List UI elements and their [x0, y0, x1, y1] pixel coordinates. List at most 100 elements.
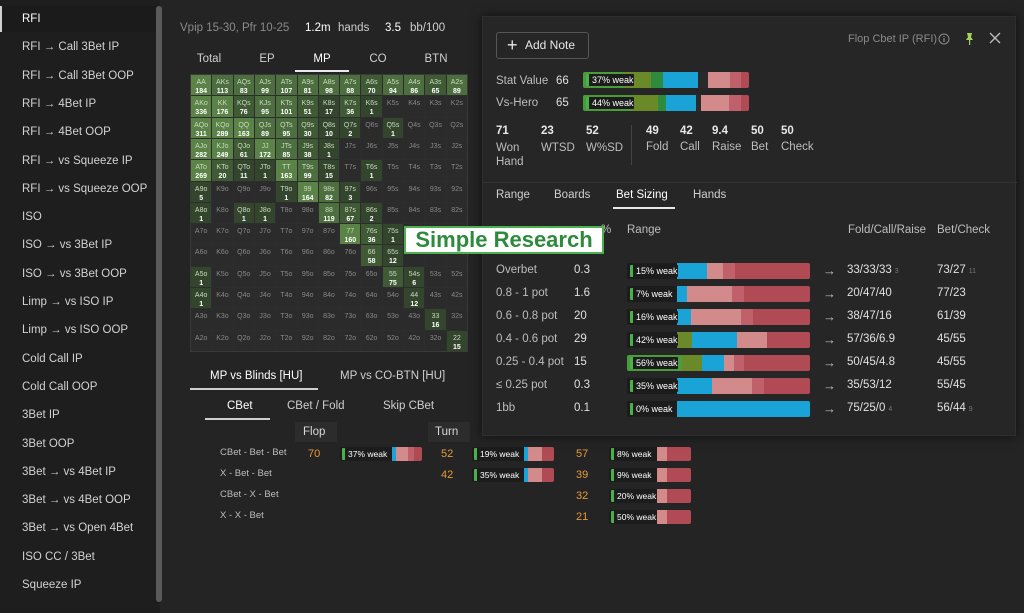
hand-cell[interactable]: J8s 1 [318, 138, 340, 160]
hand-cell[interactable]: T7o [276, 224, 297, 245]
hand-cell[interactable]: 54s 6 [404, 266, 425, 288]
hand-cell[interactable]: 33 16 [425, 309, 446, 330]
hand-cell[interactable]: 54o [382, 288, 404, 309]
tab-btn[interactable]: BTN [424, 53, 448, 65]
hand-cell[interactable]: Q9s 30 [297, 117, 318, 138]
hand-cell[interactable]: Q7s 2 [340, 117, 361, 138]
hand-cell[interactable]: 85o [318, 266, 340, 288]
hand-cell[interactable]: Q9o [233, 181, 254, 202]
hand-cell[interactable]: 97o [297, 224, 318, 245]
hand-cell[interactable]: J2o [254, 330, 276, 351]
hand-cell[interactable]: 95o [297, 266, 318, 288]
hand-cell[interactable]: 94s [404, 181, 425, 202]
hand-cell[interactable]: J4o [254, 288, 276, 309]
hand-cell[interactable]: 82s [446, 202, 467, 224]
hand-cell[interactable]: A7o [191, 224, 212, 245]
sidebar-item[interactable]: RFI → vs Squeeze OOP [22, 182, 148, 195]
info-icon[interactable] [938, 33, 950, 45]
hand-cell[interactable]: 93o [297, 309, 318, 330]
hand-cell[interactable]: 32o [425, 330, 446, 351]
hand-cell[interactable]: Q5s 1 [382, 117, 404, 138]
hand-cell[interactable]: 76o [340, 245, 361, 266]
hand-cell[interactable]: 87o [318, 224, 340, 245]
hand-cell[interactable]: 63o [361, 309, 382, 330]
tab-bet-sizing[interactable]: Bet Sizing [616, 189, 668, 201]
hand-cell[interactable]: A4s 86 [404, 75, 425, 96]
hand-cell[interactable]: 53o [382, 309, 404, 330]
hand-cell[interactable]: Q4s [404, 117, 425, 138]
hand-cell[interactable]: 92o [297, 330, 318, 351]
hand-cell[interactable]: AJs 99 [254, 75, 276, 96]
hand-cell[interactable]: 96s [361, 181, 382, 202]
hand-cell[interactable]: T5o [276, 266, 297, 288]
hand-cell[interactable]: K6o [212, 245, 233, 266]
sidebar-item[interactable]: 3Bet → vs 4Bet OOP [22, 494, 131, 507]
hand-cell[interactable]: T8o [276, 202, 297, 224]
hand-cell[interactable]: KTs 101 [276, 96, 297, 117]
hand-cell[interactable]: 73o [340, 309, 361, 330]
sidebar-item[interactable]: Limp → vs ISO OOP [22, 324, 129, 337]
hand-cell[interactable]: A9o 5 [191, 181, 212, 202]
tab-total[interactable]: Total [196, 53, 222, 65]
hand-cell[interactable]: Q8o 1 [233, 202, 254, 224]
hand-cell[interactable]: Q2s [446, 117, 467, 138]
hand-cell[interactable]: K9s 51 [297, 96, 318, 117]
subtab-cbet-fold[interactable]: CBet / Fold [287, 400, 345, 412]
sidebar-item[interactable]: ISO → vs 3Bet OOP [22, 267, 127, 280]
hand-cell[interactable]: 86s 2 [361, 202, 382, 224]
hand-cell[interactable]: J5o [254, 266, 276, 288]
hand-cell[interactable]: 75s 1 [382, 224, 404, 245]
hand-cell[interactable]: 44 12 [404, 288, 425, 309]
hand-cell[interactable]: AA 184 [191, 75, 212, 96]
hand-cell[interactable]: 77 160 [340, 224, 361, 245]
hand-cell[interactable]: T8s 15 [318, 160, 340, 181]
hand-cell[interactable]: K3s [425, 96, 446, 117]
hand-cell[interactable]: T6o [276, 245, 297, 266]
hand-cell[interactable]: Q6s [361, 117, 382, 138]
sidebar-item[interactable]: Cold Call IP [22, 352, 83, 365]
hand-cell[interactable]: 52o [382, 330, 404, 351]
hand-cell[interactable]: A2s 89 [446, 75, 467, 96]
hand-cell[interactable]: 82o [318, 330, 340, 351]
hand-cell[interactable]: J9s 38 [297, 138, 318, 160]
hand-cell[interactable]: J6s [361, 138, 382, 160]
hand-cell[interactable]: J8o 1 [254, 202, 276, 224]
hand-cell[interactable]: JJ 172 [254, 138, 276, 160]
hand-cell[interactable]: T4o [276, 288, 297, 309]
hand-cell[interactable]: 98s 82 [318, 181, 340, 202]
hand-cell[interactable]: K3o [212, 309, 233, 330]
hand-cell[interactable]: J9o [254, 181, 276, 202]
hand-cell[interactable]: 43s [425, 288, 446, 309]
hand-cell[interactable]: J6o [254, 245, 276, 266]
hand-cell[interactable]: 76s 36 [361, 224, 382, 245]
hand-cell[interactable]: J7s [340, 138, 361, 160]
hand-cell[interactable]: 92s [446, 181, 467, 202]
tab-co[interactable]: CO [369, 53, 387, 65]
sidebar-item[interactable]: 3Bet → vs Open 4Bet [22, 522, 134, 535]
sidebar-item[interactable]: 3Bet OOP [22, 437, 75, 450]
subtab-skip-cbet[interactable]: Skip CBet [383, 400, 435, 412]
hand-cell[interactable]: 53s [425, 266, 446, 288]
subtab-cbet[interactable]: CBet [227, 400, 253, 412]
sidebar-item[interactable]: RFI → 4Bet IP [22, 97, 97, 110]
hand-cell[interactable]: J4s [404, 138, 425, 160]
hand-cell[interactable]: J7o [254, 224, 276, 245]
hand-cell[interactable]: JTs 85 [276, 138, 297, 160]
sidebar-item[interactable]: RFI → 4Bet OOP [22, 126, 111, 139]
sidebar-item[interactable]: Cold Call OOP [22, 380, 98, 393]
hand-cell[interactable]: K9o [212, 181, 233, 202]
hand-cell[interactable]: 43o [404, 309, 425, 330]
sidebar-item[interactable]: RFI → Call 3Bet IP [22, 41, 120, 54]
hand-cell[interactable]: KTo 20 [212, 160, 233, 181]
hand-cell[interactable]: J3s [425, 138, 446, 160]
hand-cell[interactable]: 42s [446, 288, 467, 309]
close-icon[interactable] [989, 32, 1001, 44]
hand-cell[interactable]: 83o [318, 309, 340, 330]
tab-range[interactable]: Range [496, 189, 530, 201]
sidebar-item[interactable]: 3Bet IP [22, 409, 60, 422]
hand-cell[interactable]: K2o [212, 330, 233, 351]
hand-cell[interactable]: T4s [404, 160, 425, 181]
hand-cell[interactable]: K4s [404, 96, 425, 117]
hand-cell[interactable]: Q3o [233, 309, 254, 330]
hand-cell[interactable]: J5s [382, 138, 404, 160]
